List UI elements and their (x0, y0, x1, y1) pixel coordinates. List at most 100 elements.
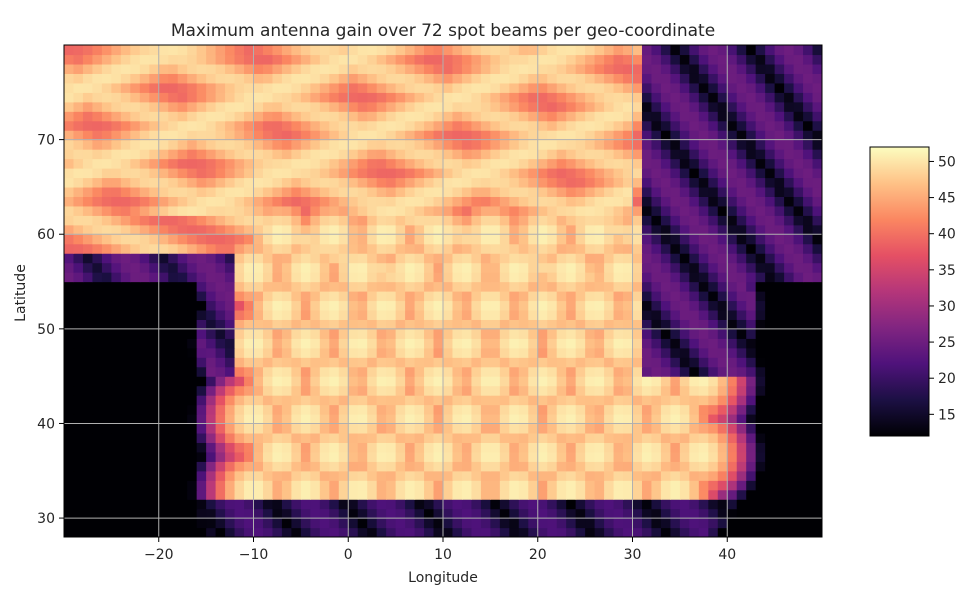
heatmap-cell (575, 73, 586, 84)
heatmap-cell (727, 205, 738, 216)
heatmap-cell (490, 404, 501, 415)
heatmap-cell (253, 215, 264, 226)
heatmap-cell (443, 395, 454, 406)
heatmap-cell (376, 177, 387, 188)
heatmap-cell (717, 291, 728, 302)
heatmap-cell (736, 73, 747, 84)
heatmap-cell (746, 499, 757, 510)
heatmap-cell (319, 272, 330, 283)
heatmap-cell (234, 404, 245, 415)
heatmap-cell (556, 130, 567, 141)
heatmap-cell (310, 253, 321, 264)
heatmap-cell (708, 177, 719, 188)
heatmap-cell (452, 92, 463, 103)
heatmap-cell (111, 82, 122, 93)
heatmap-cell (632, 291, 643, 302)
heatmap-cell (670, 518, 681, 529)
heatmap-cell (206, 423, 217, 434)
heatmap-cell (405, 518, 416, 529)
heatmap-cell (300, 518, 311, 529)
heatmap-cell (244, 186, 255, 197)
heatmap-cell (556, 205, 567, 216)
heatmap-cell (651, 186, 662, 197)
heatmap-cell (547, 168, 558, 179)
heatmap-cell (310, 328, 321, 339)
heatmap-cell (367, 508, 378, 519)
heatmap-cell (689, 366, 700, 377)
heatmap-cell (575, 366, 586, 377)
heatmap-cell (64, 414, 75, 425)
heatmap-cell (64, 63, 75, 74)
heatmap-cell (234, 300, 245, 311)
heatmap-cell (73, 177, 84, 188)
heatmap-cell (717, 300, 728, 311)
heatmap-cell (367, 385, 378, 396)
heatmap-cell (196, 168, 207, 179)
heatmap-cell (319, 158, 330, 169)
heatmap-cell (443, 111, 454, 122)
heatmap-cell (329, 423, 340, 434)
heatmap-cell (338, 196, 349, 207)
heatmap-cell (357, 262, 368, 273)
heatmap-cell (101, 480, 112, 491)
heatmap-cell (755, 281, 766, 292)
heatmap-cell (348, 205, 359, 216)
heatmap-cell (64, 92, 75, 103)
heatmap-cell (793, 470, 804, 481)
heatmap-cell (812, 309, 822, 320)
heatmap-cell (262, 262, 274, 273)
heatmap-cell (803, 177, 814, 188)
heatmap-cell (73, 130, 84, 141)
heatmap-cell (632, 319, 643, 330)
heatmap-cell (234, 395, 245, 406)
heatmap-cell (357, 177, 368, 188)
heatmap-cell (755, 82, 766, 93)
heatmap-cell (660, 130, 671, 141)
heatmap-cell (528, 357, 539, 368)
heatmap-cell (73, 328, 84, 339)
heatmap-cell (736, 45, 747, 56)
heatmap-cell (149, 111, 160, 122)
heatmap-cell (319, 281, 330, 292)
heatmap-cell (234, 451, 245, 462)
heatmap-cell (594, 63, 605, 74)
heatmap-cell (566, 120, 577, 131)
heatmap-cell (698, 376, 709, 387)
heatmap-cell (73, 499, 84, 510)
heatmap-cell (73, 432, 84, 443)
heatmap-cell (367, 489, 378, 500)
heatmap-cell (651, 54, 662, 65)
heatmap-cell (310, 385, 321, 396)
heatmap-cell (82, 215, 94, 226)
heatmap-cell (594, 243, 605, 254)
heatmap-cell (803, 243, 814, 254)
heatmap-cell (509, 139, 520, 150)
heatmap-cell (528, 120, 539, 131)
heatmap-cell (92, 205, 103, 216)
heatmap-cell (376, 234, 387, 245)
heatmap-cell (281, 186, 292, 197)
heatmap-cell (177, 281, 188, 292)
heatmap-cell (461, 272, 473, 283)
heatmap-cell (604, 328, 615, 339)
heatmap-cell (698, 149, 709, 160)
heatmap-cell (177, 404, 188, 415)
heatmap-cell (300, 177, 311, 188)
heatmap-cell (376, 518, 387, 529)
heatmap-cell (319, 508, 330, 519)
heatmap-cell (660, 158, 671, 169)
heatmap-cell (73, 451, 84, 462)
heatmap-cell (244, 234, 255, 245)
heatmap-cell (64, 328, 75, 339)
heatmap-cell (158, 111, 169, 122)
heatmap-cell (499, 300, 510, 311)
heatmap-cell (101, 347, 112, 358)
heatmap-cell (206, 338, 217, 349)
heatmap-cell (566, 366, 577, 377)
heatmap-cell (187, 300, 198, 311)
heatmap-cell (376, 120, 387, 131)
heatmap-cell (708, 395, 719, 406)
heatmap-cell (651, 243, 662, 254)
heatmap-cell (765, 414, 776, 425)
heatmap-cell (291, 404, 302, 415)
